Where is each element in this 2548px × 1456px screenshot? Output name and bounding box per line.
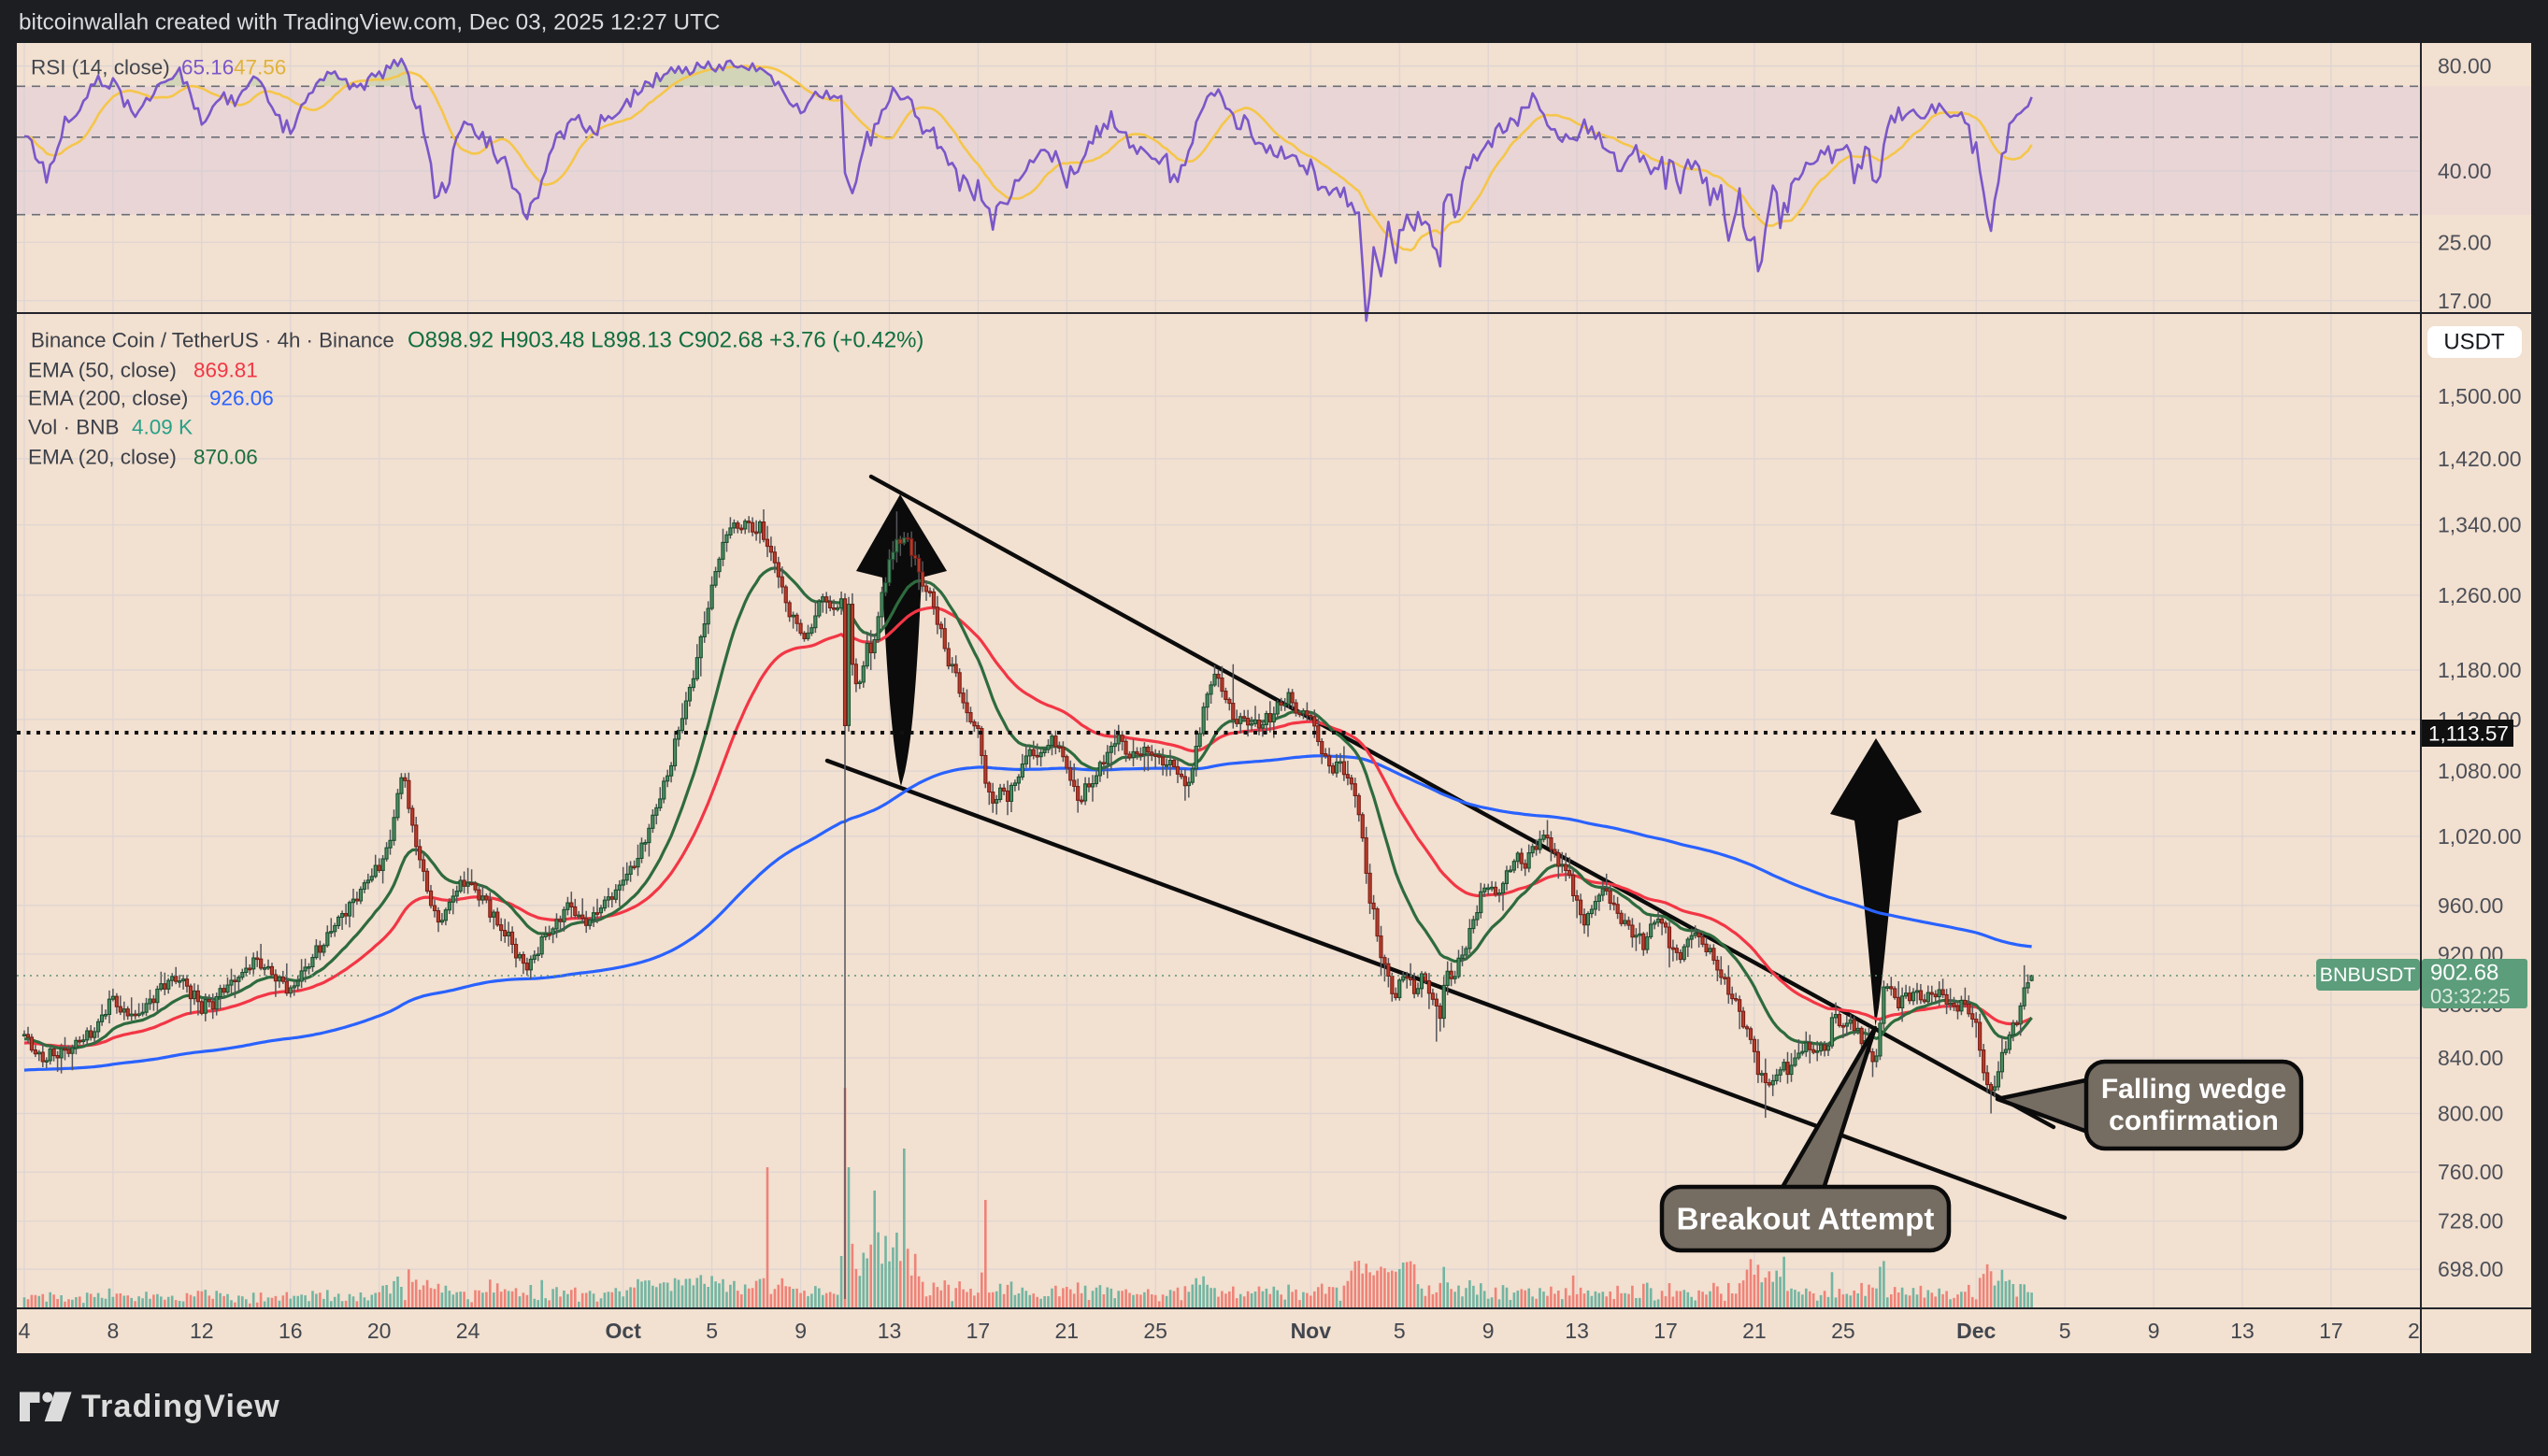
svg-text:Oct: Oct [606, 1319, 642, 1343]
svg-text:13: 13 [878, 1319, 902, 1343]
svg-text:4: 4 [19, 1319, 31, 1343]
svg-text:Binance Coin / TetherUS · 4h ·: Binance Coin / TetherUS · 4h · Binance [31, 329, 394, 352]
svg-text:BNBUSDT: BNBUSDT [2320, 964, 2416, 986]
svg-text:EMA (20, close): EMA (20, close) [28, 446, 177, 469]
svg-text:5: 5 [2059, 1319, 2071, 1343]
svg-text:Falling wedge: Falling wedge [2101, 1074, 2286, 1105]
svg-text:47.56: 47.56 [234, 56, 286, 79]
svg-text:13: 13 [1565, 1319, 1589, 1343]
svg-text:21: 21 [2408, 1319, 2432, 1343]
svg-text:800.00: 800.00 [2438, 1102, 2503, 1126]
svg-text:16: 16 [279, 1319, 303, 1343]
svg-text:840.00: 840.00 [2438, 1046, 2503, 1070]
svg-text:21: 21 [1742, 1319, 1767, 1343]
svg-text:698.00: 698.00 [2438, 1257, 2503, 1281]
svg-text:USDT: USDT [2443, 330, 2505, 355]
svg-text:12: 12 [190, 1319, 214, 1343]
svg-text:728.00: 728.00 [2438, 1209, 2503, 1234]
svg-text:20: 20 [367, 1319, 392, 1343]
svg-text:1,500.00: 1,500.00 [2438, 384, 2522, 408]
svg-text:Dec: Dec [1956, 1319, 1996, 1343]
svg-text:03:32:25: 03:32:25 [2430, 985, 2511, 1008]
svg-text:EMA (50, close): EMA (50, close) [28, 359, 177, 382]
svg-text:4.09 K: 4.09 K [132, 416, 193, 439]
svg-text:confirmation: confirmation [2109, 1106, 2279, 1136]
svg-text:TradingView: TradingView [81, 1389, 280, 1424]
svg-text:1,020.00: 1,020.00 [2438, 824, 2522, 849]
svg-text:9: 9 [794, 1319, 807, 1343]
svg-text:1,260.00: 1,260.00 [2438, 583, 2522, 607]
svg-text:13: 13 [2230, 1319, 2255, 1343]
svg-text:760.00: 760.00 [2438, 1160, 2503, 1184]
svg-text:65.16: 65.16 [181, 56, 234, 79]
svg-text:EMA (200, close): EMA (200, close) [28, 387, 188, 410]
svg-text:9: 9 [1482, 1319, 1495, 1343]
svg-text:8: 8 [107, 1319, 120, 1343]
svg-text:5: 5 [706, 1319, 718, 1343]
svg-text:24: 24 [456, 1319, 480, 1343]
svg-text:25.00: 25.00 [2438, 230, 2492, 254]
svg-text:17.00: 17.00 [2438, 289, 2492, 313]
svg-text:926.06: 926.06 [209, 387, 274, 410]
svg-text:RSI (14, close): RSI (14, close) [31, 56, 170, 79]
svg-text:bitcoinwallah created with Tra: bitcoinwallah created with TradingView.c… [19, 10, 720, 36]
svg-text:40.00: 40.00 [2438, 159, 2492, 183]
svg-text:Nov: Nov [1291, 1319, 1332, 1343]
svg-text:5: 5 [1394, 1319, 1406, 1343]
svg-text:25: 25 [1143, 1319, 1167, 1343]
svg-text:960.00: 960.00 [2438, 893, 2503, 918]
svg-text:80.00: 80.00 [2438, 54, 2492, 79]
svg-text:1,080.00: 1,080.00 [2438, 759, 2522, 783]
svg-text:869.81: 869.81 [193, 359, 258, 382]
svg-text:17: 17 [966, 1319, 991, 1343]
svg-text:1,420.00: 1,420.00 [2438, 447, 2522, 471]
svg-text:1,180.00: 1,180.00 [2438, 658, 2522, 682]
svg-text:902.68: 902.68 [2430, 961, 2498, 986]
svg-text:17: 17 [1653, 1319, 1678, 1343]
svg-text:870.06: 870.06 [193, 446, 258, 469]
svg-text:Vol · BNB: Vol · BNB [28, 416, 120, 439]
svg-text:17: 17 [2319, 1319, 2343, 1343]
svg-text:21: 21 [1055, 1319, 1080, 1343]
svg-text:Breakout Attempt: Breakout Attempt [1677, 1202, 1935, 1236]
svg-text:O898.92 H903.48 L898.13 C90: O898.92 H903.48 L898.13 C902.68 +3.76 (+… [408, 328, 923, 353]
svg-text:1,340.00: 1,340.00 [2438, 513, 2522, 537]
svg-text:1,113.57: 1,113.57 [2428, 722, 2509, 746]
svg-text:25: 25 [1831, 1319, 1855, 1343]
svg-text:9: 9 [2148, 1319, 2160, 1343]
